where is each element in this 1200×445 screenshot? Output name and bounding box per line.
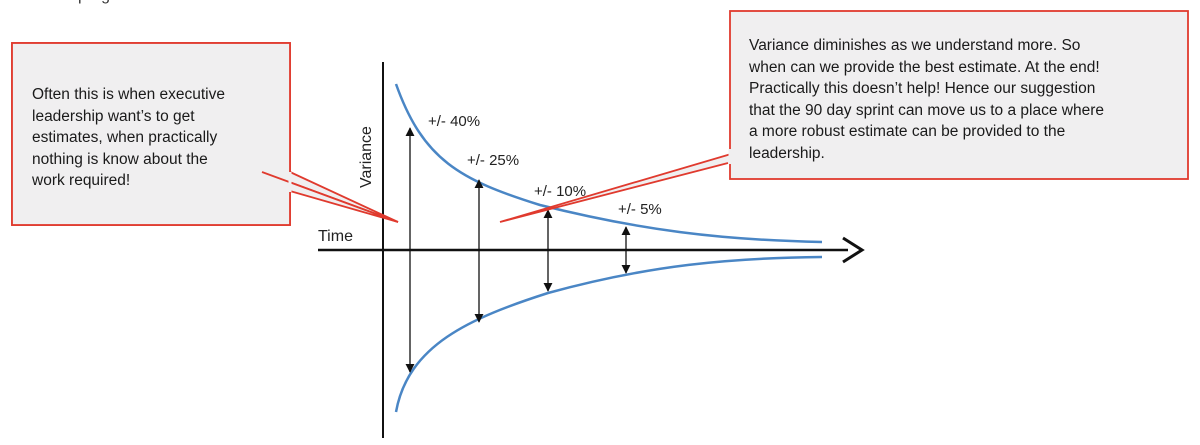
left-callout-body [11, 42, 291, 226]
y-axis-label: Variance [358, 126, 375, 188]
cropped-heading-fragment: …programs [62, 0, 146, 5]
x-axis-arrowhead [842, 236, 865, 264]
left-callout-tail [261, 171, 399, 223]
variance-label-5: +/- 5% [618, 201, 662, 218]
lower-variance-curve [394, 255, 823, 413]
left-callout-text: Often this is when executive leadership … [32, 86, 225, 189]
right-callout-tail [499, 148, 749, 223]
x-axis-label: Time [318, 228, 353, 245]
variance-label-10: +/- 10% [534, 183, 586, 200]
right-callout-text: Variance diminishes as we understand mor… [749, 37, 1104, 162]
variance-label-25: +/- 25% [467, 152, 519, 169]
upper-variance-curve [394, 83, 823, 244]
right-callout-body [729, 10, 1189, 180]
variance-label-40: +/- 40% [428, 113, 480, 130]
